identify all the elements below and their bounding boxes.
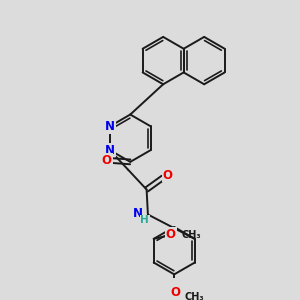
Text: N: N: [105, 143, 115, 157]
Text: O: O: [102, 154, 112, 167]
Text: O: O: [163, 169, 172, 182]
Text: O: O: [170, 286, 180, 298]
Text: N: N: [105, 120, 115, 133]
Text: N: N: [133, 207, 143, 220]
Text: CH₃: CH₃: [181, 230, 201, 240]
Text: H: H: [140, 215, 149, 225]
Text: O: O: [166, 228, 176, 242]
Text: CH₃: CH₃: [184, 292, 204, 300]
